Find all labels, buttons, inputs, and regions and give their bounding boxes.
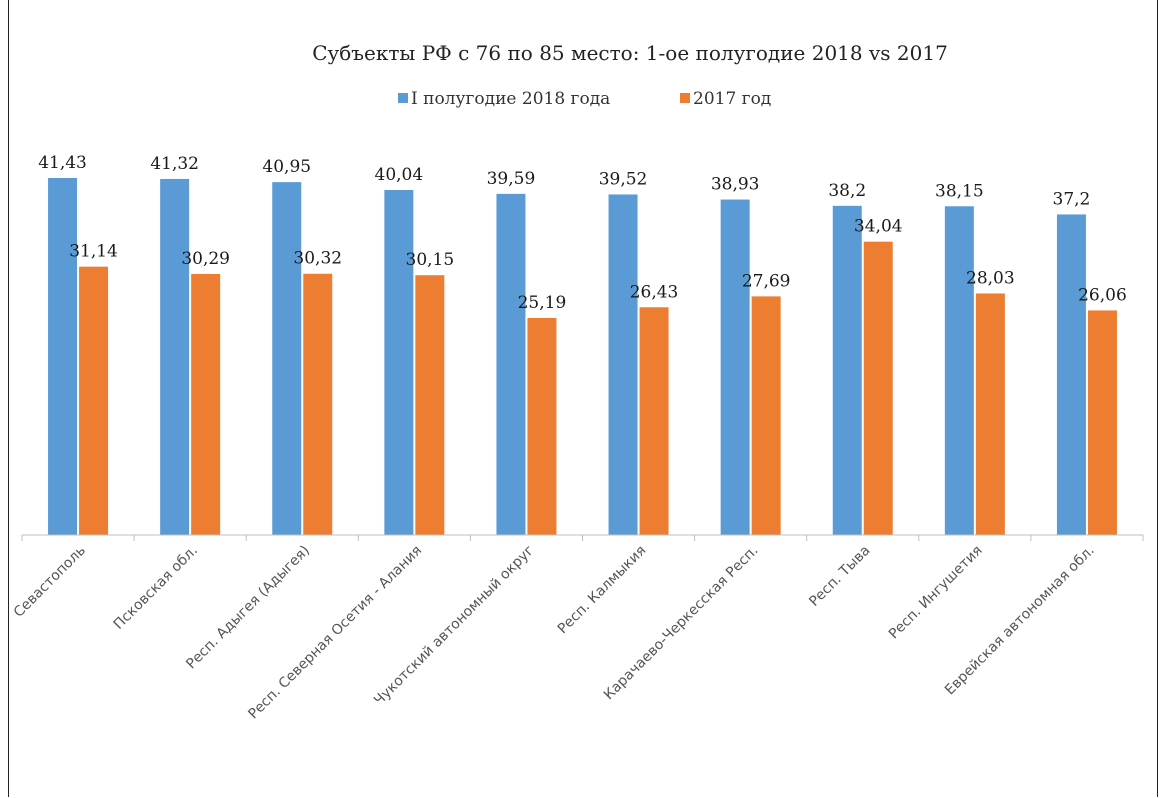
bar-2018: [496, 193, 526, 536]
data-label-2017: 30,32: [293, 249, 342, 269]
data-label-2017: 27,69: [742, 271, 791, 291]
data-label-2017: 28,03: [966, 268, 1015, 288]
bar-2017: [975, 293, 1005, 535]
bar-2017: [639, 307, 669, 535]
chart-title: Субъекты РФ с 76 по 85 место: 1-ое полуг…: [312, 41, 948, 65]
data-label-2017: 30,15: [406, 250, 455, 270]
bar-2017: [751, 296, 781, 535]
category-label: Севастополь: [11, 543, 89, 621]
bar-2017: [303, 273, 333, 535]
bar-2018: [160, 178, 190, 535]
legend-swatch-2018: [398, 93, 408, 103]
bar-2018: [48, 178, 78, 535]
data-label-2018: 40,04: [375, 165, 424, 185]
bar-2017: [415, 275, 445, 535]
bar-2018: [720, 199, 750, 535]
data-label-2017: 25,19: [518, 293, 567, 313]
data-label-2018: 40,95: [262, 157, 311, 177]
bar-2018: [608, 194, 638, 535]
bar-2018: [384, 189, 414, 536]
x-axis-ticks: [21, 535, 1144, 541]
category-label: Респ. Адыгея (Адыгея): [183, 543, 313, 673]
data-label-2018: 38,2: [828, 181, 866, 201]
category-label: Псковская обл.: [111, 543, 201, 633]
category-label: Респ. Северная Осетия - Алания: [245, 543, 425, 723]
legend-label-2017: 2017 год: [693, 89, 771, 109]
data-label-2018: 37,2: [1053, 189, 1091, 209]
data-label-2018: 39,59: [487, 169, 536, 189]
data-label-2018: 41,43: [38, 153, 87, 173]
data-label-2017: 26,06: [1078, 285, 1127, 305]
data-label-2018: 39,52: [599, 169, 648, 189]
data-label-2018: 41,32: [150, 154, 199, 174]
data-label-2018: 38,15: [935, 181, 984, 201]
bar-2017: [1087, 310, 1117, 535]
category-labels-group: Севастополь Псковская обл.Респ. Адыгея (А…: [11, 543, 1098, 723]
value-labels-group: 41,43 31,14 41,32 30,29 40,95 30,32 40,04 30,15…: [38, 153, 1127, 313]
bar-2018: [832, 205, 862, 535]
bar-2017: [527, 317, 557, 535]
bar-2017: [863, 241, 893, 536]
category-label: Респ. Тыва: [806, 543, 873, 610]
bars-group: [48, 178, 1117, 536]
bar-2018: [1056, 214, 1086, 535]
data-label-2018: 38,93: [711, 175, 760, 195]
legend-swatch-2017: [680, 93, 690, 103]
data-label-2017: 34,04: [854, 217, 903, 237]
bar-2018: [944, 206, 974, 535]
category-label: Респ. Калмыкия: [555, 543, 650, 638]
bar-2017: [79, 266, 109, 535]
bar-2017: [191, 273, 221, 535]
legend-label-2018: I полугодие 2018 года: [411, 89, 610, 109]
data-label-2017: 26,43: [630, 282, 679, 302]
bar-2018: [272, 182, 302, 535]
category-label: Респ. Ингушетия: [886, 543, 986, 643]
legend: I полугодие 2018 года 2017 год: [398, 89, 771, 109]
data-label-2017: 31,14: [69, 242, 118, 262]
data-label-2017: 30,29: [181, 249, 230, 269]
